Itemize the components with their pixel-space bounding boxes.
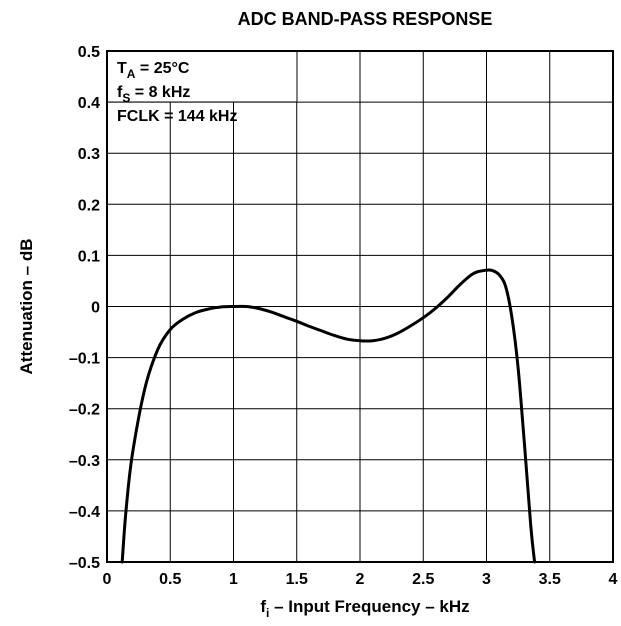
x-tick-label: 3.5: [539, 571, 561, 588]
response-curve: [120, 268, 537, 564]
annotation-line: fS = 8 kHz: [117, 84, 190, 105]
y-tick-labels: 0.5 0.4 0.3 0.2 0.1 0 –0.1 –0.2 –0.3 –0.4 –0.5: [69, 44, 100, 572]
annotation-line: TA = 25°C: [117, 60, 190, 81]
x-label-rest: – Input Frequency – kHz: [269, 597, 469, 616]
chart-title: ADC BAND-PASS RESPONSE: [238, 9, 493, 29]
x-tick-label: 0: [103, 571, 112, 588]
annotation-line: FCLK = 144 kHz: [117, 108, 237, 125]
y-tick-label: 0: [91, 300, 100, 317]
y-tick-label: 0.4: [78, 95, 100, 112]
y-tick-label: –0.1: [69, 351, 100, 368]
y-tick-label: 0.3: [78, 146, 100, 163]
x-tick-labels: 0 0.5 1 1.5 2 2.5 3 3.5 4: [103, 571, 618, 588]
x-tick-label: 1.5: [286, 571, 308, 588]
x-tick-label: 2.5: [412, 571, 434, 588]
x-tick-label: 4: [609, 571, 618, 588]
annotation-box: [106, 50, 298, 103]
x-tick-label: 0.5: [159, 571, 181, 588]
x-axis-label: fi – Input Frequency – kHz: [260, 597, 469, 620]
curve-layer: [120, 268, 537, 564]
annotations: TA = 25°C fS = 8 kHz FCLK = 144 kHz: [117, 60, 237, 125]
x-label-main: f: [260, 597, 266, 616]
y-tick-label: –0.5: [69, 555, 100, 572]
y-tick-label: 0.1: [78, 248, 100, 265]
x-tick-label: 2: [356, 571, 365, 588]
x-tick-label: 1: [229, 571, 238, 588]
y-axis-label: Attenuation – dB: [17, 239, 36, 375]
grid: [107, 51, 613, 562]
x-label-subscript: i: [266, 606, 269, 620]
plot-frame: [106, 50, 614, 563]
y-tick-label: 0.5: [78, 44, 100, 61]
y-tick-label: –0.2: [69, 402, 100, 419]
x-tick-label: 3: [482, 571, 491, 588]
y-tick-label: –0.4: [69, 504, 100, 521]
y-tick-label: –0.3: [69, 453, 100, 470]
y-tick-label: 0.2: [78, 197, 100, 214]
